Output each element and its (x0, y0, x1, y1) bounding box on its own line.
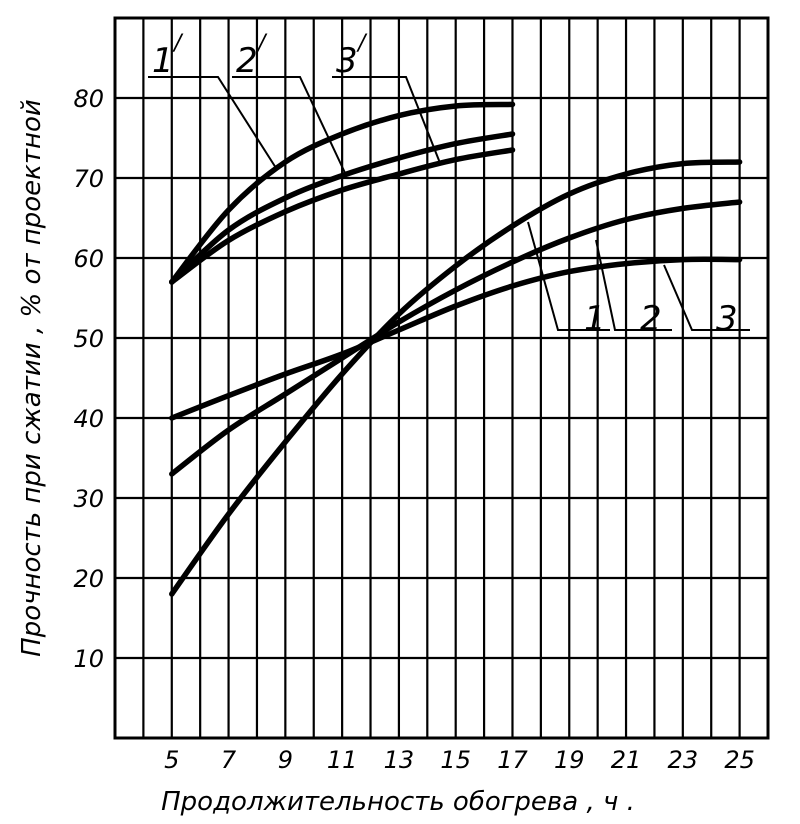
curves (169, 101, 743, 597)
y-axis-title: Прочность при сжатии , % от проектной (17, 99, 47, 657)
grid (115, 18, 768, 738)
label-leader-line (527, 221, 610, 331)
y-tick-label: 40 (73, 405, 104, 433)
y-tick-label: 80 (73, 85, 104, 113)
y-tick-label: 10 (73, 645, 104, 673)
series-line (169, 159, 743, 597)
x-tick-label: 21 (611, 746, 642, 774)
curve-label: 2 (236, 41, 258, 81)
curve-label: 3 (716, 299, 738, 339)
curve-label-prime: / (356, 31, 368, 56)
label-leader-line (232, 76, 347, 176)
x-tick-label: 25 (724, 746, 755, 774)
label-leaders: 1 2 31/2/3/ (148, 31, 750, 339)
x-tick-label: 13 (384, 746, 415, 774)
x-tick-label: 11 (327, 746, 358, 774)
x-tick-label: 5 (164, 746, 179, 774)
series-line (169, 101, 516, 285)
series-line (169, 199, 743, 477)
label-leader-line (663, 264, 750, 331)
curve-label-prime: / (256, 31, 268, 56)
x-tick-label: 9 (278, 746, 293, 774)
x-tick-label: 23 (668, 746, 699, 774)
x-tick-label: 7 (221, 746, 237, 774)
x-tick-label: 15 (440, 746, 471, 774)
curve-label-prime: / (172, 31, 184, 56)
curve-label: 3 (336, 41, 358, 81)
y-tick-label: 50 (73, 325, 104, 353)
curve-label: 1 (584, 299, 606, 339)
curve-label: 1 (152, 41, 174, 81)
label-leader-line (148, 76, 277, 169)
x-tick-label: 19 (554, 746, 585, 774)
series-line (169, 256, 743, 421)
series-line (169, 147, 516, 285)
y-tick-label: 60 (73, 245, 104, 273)
label-leader-line (332, 76, 441, 164)
y-tick-label: 30 (73, 485, 104, 513)
series-line (169, 131, 516, 285)
y-tick-label: 70 (73, 165, 104, 193)
y-tick-label: 20 (73, 565, 104, 593)
x-axis-title: Продолжительность обогрева , ч . (161, 787, 635, 817)
label-leader-line (595, 239, 672, 331)
x-tick-label: 17 (497, 746, 528, 774)
curve-label: 2 (640, 299, 662, 339)
plot-frame (113, 16, 770, 740)
